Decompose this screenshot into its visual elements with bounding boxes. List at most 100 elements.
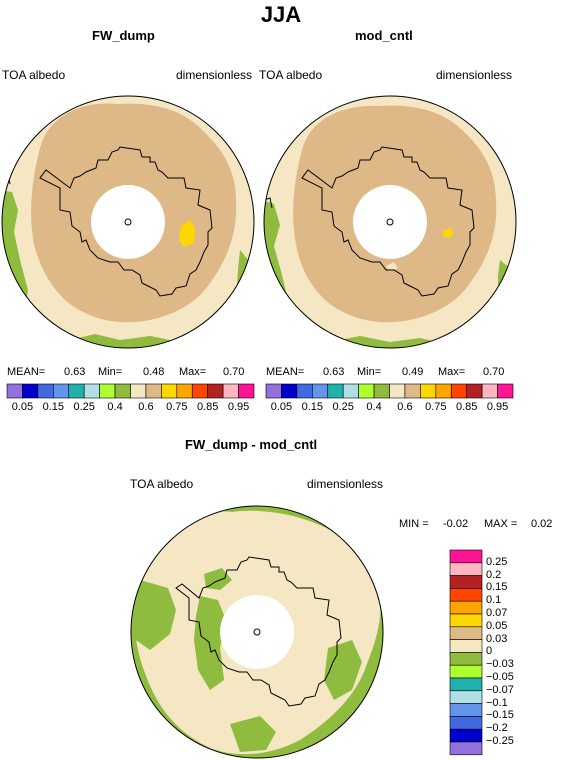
mod-cntl-units-label: dimensionless: [436, 68, 513, 82]
fw-dump-min-value: 0.48: [143, 366, 165, 378]
fw-dump-variable-label: TOA albedo: [2, 68, 66, 82]
fw-dump-colorbar-tick-label: 0.75: [166, 401, 188, 413]
fw-dump-land-east: [236, 250, 254, 320]
mod-cntl-colorbar-tick-label: 0.4: [366, 401, 382, 413]
diff-colorbar-tick-label: −0.05: [486, 671, 514, 683]
fw-dump-colorbar-tick-label: 0.05: [11, 401, 34, 413]
mod-cntl-min-value: 0.49: [402, 366, 424, 378]
fw-dump-albedo-max-patch: [179, 220, 195, 247]
fw-dump-colorbar-swatch: [161, 383, 178, 399]
fw-dump-colorbar-swatch: [6, 383, 23, 399]
fw-dump-min-label: Min=: [98, 366, 123, 378]
mod-cntl-colorbar-tick-label: 0.6: [397, 401, 413, 413]
fw-dump-colorbar-swatch: [22, 383, 39, 399]
diff-colorbar-tick-label: 0: [486, 645, 493, 658]
mod-cntl-map-border: [263, 95, 517, 349]
mod-cntl-colorbar-tick-label: 0.95: [486, 401, 509, 413]
diff-negative-patch-inner: [194, 596, 226, 690]
fw-dump-colorbar-tick-label: 0.4: [107, 401, 123, 413]
diff-colorbar-swatch: [449, 549, 483, 564]
panel-title-diff: FW_dump - mod_cntl: [185, 437, 318, 452]
mod-cntl-colorbar-swatch: [466, 383, 483, 399]
map-diff: [130, 505, 384, 759]
mod-cntl-albedo-max-patch: [443, 228, 454, 238]
diff-negative-patch-west: [131, 580, 176, 650]
fw-dump-colorbar-swatch: [83, 383, 100, 399]
mod-cntl-land-south: [320, 336, 460, 348]
diff-colorbar-swatch: [449, 639, 483, 653]
diff-colorbar-tick-label: 0.05: [486, 619, 508, 632]
fw-dump-colorbar-tick-label: 0.15: [42, 401, 65, 413]
diff-units-label: dimensionless: [307, 477, 384, 491]
diff-colorbar-swatch: [449, 626, 483, 640]
mod-cntl-pole-marker: [386, 218, 394, 226]
diff-colorbar-swatch: [449, 613, 483, 628]
mod-cntl-colorbar-swatch: [420, 383, 437, 399]
mod-cntl-colorbar-swatch: [450, 383, 467, 399]
diff-colorbar-tick-label: −0.15: [486, 709, 514, 722]
fw-dump-colorbar-swatch: [114, 383, 131, 399]
mod-cntl-colorbar: [265, 383, 514, 399]
mod-cntl-colorbar-swatch: [497, 383, 514, 399]
fw-dump-colorbar-swatch: [238, 383, 255, 399]
diff-colorbar-swatch: [449, 741, 483, 756]
fw-dump-colorbar-swatch: [99, 383, 116, 399]
mod-cntl-colorbar-swatch: [389, 383, 406, 399]
fw-dump-colorbar-swatch: [222, 383, 239, 399]
fw-dump-colorbar-swatch: [68, 383, 85, 399]
diff-colorbar-swatch: [449, 728, 483, 743]
mod-cntl-colorbar-swatch: [373, 383, 390, 399]
diff-negative-patch-east: [324, 640, 362, 700]
mod-cntl-colorbar-tick-label: 0.15: [301, 401, 324, 413]
diff-colorbar-tick-label: −0.07: [486, 683, 514, 696]
mod-cntl-colorbar-swatch: [281, 383, 298, 399]
fw-dump-pole-marker: [124, 218, 132, 226]
diff-map-border: [130, 505, 384, 759]
diff-colorbar-tick-label: −0.25: [486, 735, 514, 747]
mod-cntl-colorbar-tick-label: 0.75: [425, 401, 447, 413]
mod-cntl-variable-label: TOA albedo: [259, 68, 323, 82]
diff-max-value: 0.02: [531, 518, 553, 530]
mod-cntl-colorbar-swatch: [312, 383, 329, 399]
mod-cntl-colorbar-swatch: [296, 383, 313, 399]
diff-colorbar-swatch: [449, 716, 483, 730]
mod-cntl-colorbar-tick-label: 0.05: [270, 401, 293, 413]
mod-cntl-colorbar-swatch: [342, 383, 359, 399]
mod-cntl-ice-boundary: [301, 146, 475, 297]
diff-colorbar-swatch: [449, 562, 483, 576]
mod-cntl-colorbar-swatch: [404, 383, 421, 399]
diff-variable-label: TOA albedo: [130, 477, 194, 491]
mod-cntl-colorbar-swatch: [481, 383, 498, 399]
diff-colorbar-tick-label: 0.2: [486, 568, 502, 581]
mod-cntl-max-label: Max=: [438, 366, 466, 378]
diff-colorbar-tick-label: −0.2: [486, 722, 508, 735]
fw-dump-colorbar-tick-label: 0.85: [196, 401, 219, 413]
fw-dump-colorbar-swatch: [207, 383, 224, 399]
diff-colorbar-swatch: [449, 690, 483, 704]
diff-colorbar-tick-label: 0.07: [486, 607, 508, 619]
fw-dump-colorbar-tick-label: 0.25: [73, 401, 95, 413]
diff-colorbar-tick-label: 0.25: [486, 555, 508, 568]
fw-dump-colorbar-swatch: [53, 383, 70, 399]
diff-negative-patch-south: [230, 716, 276, 752]
diff-colorbar-tick-label: −0.03: [486, 658, 514, 671]
panel-title-fw-dump: FW_dump: [92, 28, 155, 43]
diff-max-label: MAX =: [484, 518, 518, 530]
fw-dump-ice-boundary: [39, 146, 213, 297]
fw-dump-polar-hole: [91, 185, 165, 259]
diff-colorbar-swatch: [449, 652, 483, 666]
diff-colorbar-tick-label: −0.1: [486, 696, 508, 709]
fw-dump-max-label: Max=: [179, 366, 207, 378]
mod-cntl-colorbar-swatch: [358, 383, 375, 399]
fw-dump-land-south: [60, 334, 200, 348]
diff-polar-hole: [220, 595, 294, 669]
fw-dump-colorbar-swatch: [191, 383, 208, 399]
mod-cntl-polar-hole: [353, 185, 427, 259]
fw-dump-mean-value: 0.63: [64, 366, 86, 378]
mod-cntl-colorbar-swatch: [327, 383, 344, 399]
diff-ice-boundary: [175, 556, 342, 707]
diff-min-label: MIN =: [399, 518, 429, 530]
fw-dump-map-border: [1, 95, 255, 349]
diff-colorbar-tick-label: 0.15: [486, 581, 508, 594]
mod-cntl-albedo-low-patch: [386, 262, 398, 271]
